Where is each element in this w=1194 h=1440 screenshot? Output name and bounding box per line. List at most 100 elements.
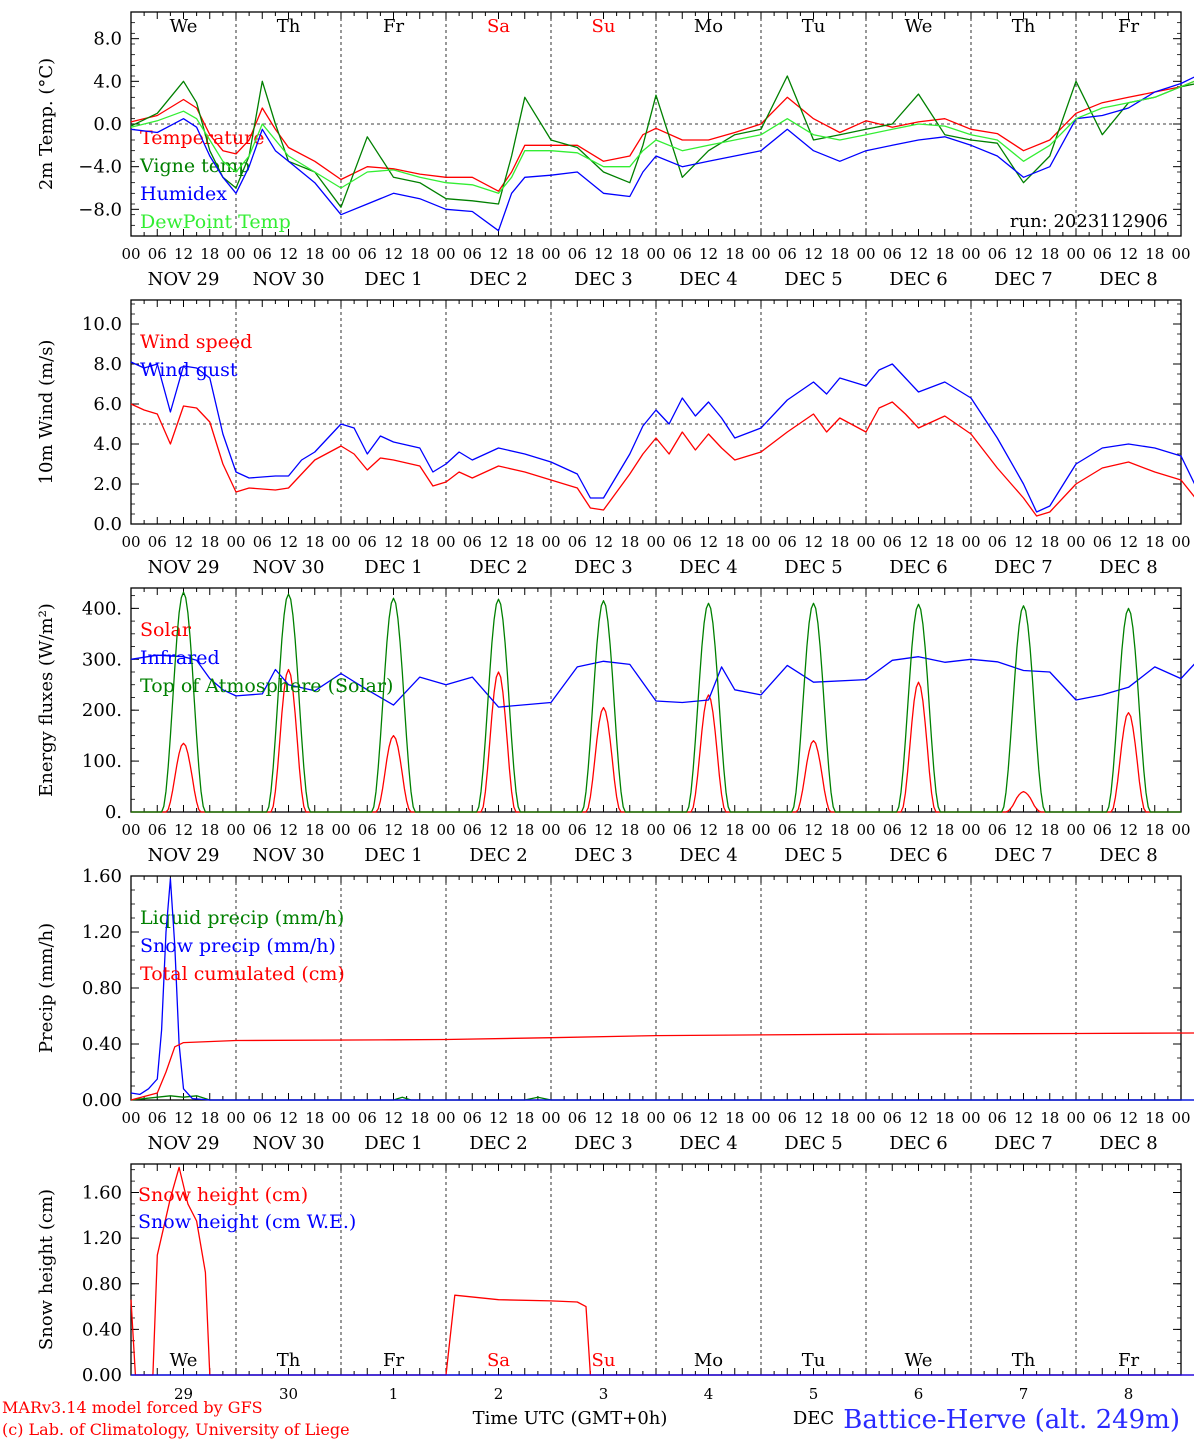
- hour-label: 00: [646, 821, 665, 839]
- date-label: DEC 7: [994, 269, 1053, 290]
- hour-label: 00: [646, 1109, 665, 1127]
- hour-label: 00: [751, 533, 770, 551]
- hour-label: 00: [436, 1109, 455, 1127]
- hour-label: 06: [253, 533, 272, 551]
- hour-label: 12: [1014, 821, 1033, 839]
- hour-label: 18: [305, 245, 324, 263]
- hour-label: 00: [541, 533, 560, 551]
- date-label: DEC 8: [1099, 269, 1158, 290]
- legend-entry: Wind gust: [140, 359, 238, 381]
- hour-label: 12: [1119, 245, 1138, 263]
- y-tick-label: 4.0: [93, 434, 122, 455]
- hour-label: 06: [883, 533, 902, 551]
- day-number-label: 1: [389, 1385, 399, 1403]
- day-name-label: Sa: [487, 1350, 510, 1371]
- hour-label: 12: [279, 1109, 298, 1127]
- day-name-label: Th: [1012, 16, 1036, 37]
- day-name-label: Tu: [802, 16, 826, 37]
- date-label: DEC 2: [469, 1133, 528, 1154]
- hour-label: 00: [226, 821, 245, 839]
- hour-label: 06: [253, 245, 272, 263]
- y-tick-label: 0.0: [93, 514, 122, 535]
- hour-label: 12: [909, 245, 928, 263]
- hour-label: 12: [594, 821, 613, 839]
- hour-label: 00: [1171, 1109, 1190, 1127]
- hour-label: 18: [1040, 533, 1059, 551]
- day-name-label: We: [170, 16, 198, 37]
- y-tick-label: 8.0: [93, 354, 122, 375]
- legend-entry: Liquid precip (mm/h): [140, 907, 344, 929]
- y-tick-label: 100.: [82, 751, 122, 772]
- y-axis-title: Energy fluxes (W/m²): [36, 603, 57, 797]
- hour-label: 18: [200, 1109, 219, 1127]
- hour-label: 06: [1093, 245, 1112, 263]
- hour-label: 00: [1171, 245, 1190, 263]
- date-label: DEC 7: [994, 845, 1053, 866]
- hour-label: 00: [121, 1109, 140, 1127]
- hour-label: 12: [594, 1109, 613, 1127]
- legend-entry: DewPoint Temp: [140, 211, 291, 233]
- hour-label: 12: [804, 821, 823, 839]
- run-label: run: 2023112906: [1010, 211, 1168, 232]
- date-label: DEC 7: [994, 557, 1053, 578]
- hour-label: 00: [856, 245, 875, 263]
- hour-label: 00: [226, 245, 245, 263]
- day-name-label: We: [905, 16, 933, 37]
- hour-label: 18: [620, 245, 639, 263]
- hour-label: 12: [174, 1109, 193, 1127]
- hour-label: 18: [410, 821, 429, 839]
- hour-label: 12: [489, 245, 508, 263]
- legend-entry: Total cumulated (cm): [140, 963, 345, 985]
- y-tick-label: 0.00: [82, 1365, 122, 1386]
- y-tick-label: 2.0: [93, 474, 122, 495]
- hour-label: 06: [253, 1109, 272, 1127]
- day-number-label: 4: [704, 1385, 714, 1403]
- hour-label: 06: [988, 533, 1007, 551]
- hour-label: 06: [778, 533, 797, 551]
- day-number-label: 6: [914, 1385, 924, 1403]
- series-line-dewpoint-temp: [130, 80, 1194, 194]
- date-label: DEC 6: [889, 1133, 948, 1154]
- hour-label: 12: [909, 821, 928, 839]
- hour-label: 18: [1040, 821, 1059, 839]
- day-name-label: Fr: [1118, 1350, 1139, 1371]
- date-label: DEC 6: [889, 557, 948, 578]
- hour-label: 18: [1145, 821, 1164, 839]
- date-label: DEC 4: [679, 845, 738, 866]
- hour-label: 06: [778, 245, 797, 263]
- hour-label: 00: [226, 1109, 245, 1127]
- footer-model-note: MARv3.14 model forced by GFS: [2, 1398, 263, 1417]
- hour-label: 06: [148, 245, 167, 263]
- hour-label: 00: [331, 1109, 350, 1127]
- date-label: NOV 30: [253, 1133, 325, 1154]
- hour-label: 12: [384, 245, 403, 263]
- date-label: DEC 3: [574, 557, 633, 578]
- hour-label: 12: [489, 533, 508, 551]
- legend-entry: Infrared: [140, 647, 220, 669]
- hour-label: 00: [121, 533, 140, 551]
- hour-label: 18: [935, 821, 954, 839]
- hour-label: 18: [725, 821, 744, 839]
- series-line-vigne-temp: [130, 75, 1194, 208]
- series-line-temperature: [130, 80, 1194, 192]
- hour-label: 00: [856, 1109, 875, 1127]
- panel-frame: [130, 299, 1182, 525]
- hour-label: 06: [778, 821, 797, 839]
- hour-label: 00: [646, 245, 665, 263]
- hour-label: 06: [883, 245, 902, 263]
- hour-label: 00: [121, 245, 140, 263]
- date-label: DEC 4: [679, 1133, 738, 1154]
- hour-label: 18: [1145, 533, 1164, 551]
- hour-label: 12: [909, 533, 928, 551]
- hour-label: 00: [1066, 1109, 1085, 1127]
- date-label: DEC 6: [889, 845, 948, 866]
- hour-label: 18: [410, 245, 429, 263]
- legend-entry: Humidex: [140, 183, 227, 205]
- bottom-axis: We Th Fr Sa Su Mo Tu We Th Fr 29 30 1 2 3 4 5 6 7 8 Time UTC…: [170, 1350, 1140, 1429]
- hour-label: 12: [804, 1109, 823, 1127]
- hour-label: 06: [358, 821, 377, 839]
- hour-label: 12: [279, 245, 298, 263]
- date-label: DEC 3: [574, 845, 633, 866]
- date-label: DEC 5: [784, 269, 843, 290]
